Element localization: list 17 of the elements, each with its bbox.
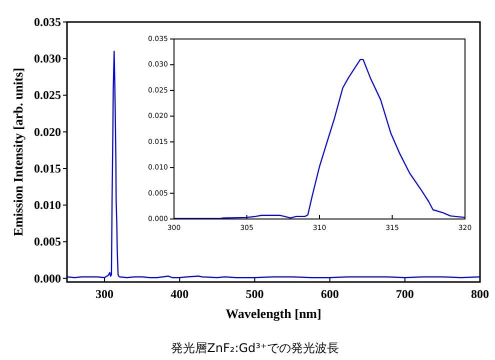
x-tick-label: 300 <box>96 287 114 301</box>
x-tick-label: 600 <box>320 287 339 301</box>
y-tick-label: 0.035 <box>34 15 61 29</box>
x-tick-label: 700 <box>396 287 414 301</box>
y-tick-label: 0.000 <box>34 271 61 286</box>
y-tick-label: 0.010 <box>34 198 61 212</box>
y-tick-label: 0.025 <box>34 88 61 102</box>
x-tick-label: 400 <box>170 287 189 301</box>
y-tick-label: 0.030 <box>34 52 61 66</box>
x-tick-label: 800 <box>471 287 489 301</box>
y-axis-title: Emission Intensity [arb. units] <box>10 68 26 236</box>
y-tick-label: 0.015 <box>34 161 61 176</box>
y-tick-label: 0.020 <box>34 124 61 139</box>
x-tick-label: 500 <box>246 287 264 301</box>
x-axis-title: Wavelength [nm] <box>226 306 322 321</box>
y-tick-label: 0.005 <box>34 234 61 249</box>
text: 発光層ZnF₂:Gd³⁺での発光波長 <box>171 341 339 355</box>
